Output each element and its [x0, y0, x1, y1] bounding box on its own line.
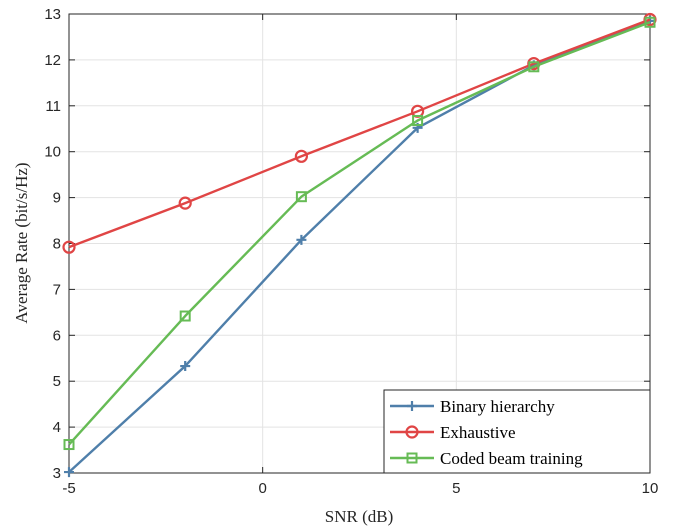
y-tick-label: 10 [44, 144, 61, 161]
data-point [64, 467, 74, 478]
x-tick-label: 5 [452, 480, 460, 497]
series-line [68, 18, 651, 249]
legend: Binary hierarchy Exhaustive Coded beam tra… [383, 389, 651, 474]
data-point [406, 452, 418, 464]
data-point [178, 196, 192, 210]
y-tick-label: 12 [44, 52, 61, 69]
y-tick-label: 8 [53, 236, 61, 253]
legend-label: Coded beam training [440, 449, 583, 468]
legend-entry: Exhaustive [390, 423, 516, 442]
series-3 [63, 16, 656, 451]
series-line [68, 19, 651, 473]
y-tick-label: 3 [53, 465, 61, 482]
y-axis-label: Average Rate (bit/s/Hz) [12, 162, 31, 323]
x-tick-label: 10 [642, 480, 659, 497]
y-tick-label: 11 [45, 98, 61, 115]
data-point [62, 240, 76, 254]
x-tick-label: 0 [258, 480, 266, 497]
series-layer [62, 12, 657, 478]
data-point [644, 16, 656, 28]
x-tick-label: -5 [62, 480, 75, 497]
data-point [528, 61, 540, 73]
data-point [296, 234, 307, 245]
data-point [407, 401, 417, 411]
data-point [295, 191, 307, 203]
series-line [68, 21, 651, 446]
data-point [179, 310, 191, 322]
y-tick-label: 5 [53, 373, 61, 390]
y-tick-label: 13 [44, 6, 61, 23]
y-tick-label: 9 [53, 190, 61, 207]
legend-entry: Binary hierarchy [390, 397, 555, 416]
y-tick-label: 7 [53, 281, 61, 298]
data-point [412, 114, 424, 126]
data-point [63, 439, 75, 451]
legend-entry: Coded beam training [390, 449, 583, 468]
y-tick-label: 4 [53, 419, 61, 436]
series-2 [62, 12, 657, 254]
legend-label: Binary hierarchy [440, 397, 555, 416]
data-point [180, 361, 191, 372]
data-point [405, 425, 419, 439]
data-point [294, 149, 308, 163]
y-tick-label: 6 [53, 327, 61, 344]
legend-label: Exhaustive [440, 423, 516, 442]
x-axis-label: SNR (dB) [325, 507, 393, 526]
